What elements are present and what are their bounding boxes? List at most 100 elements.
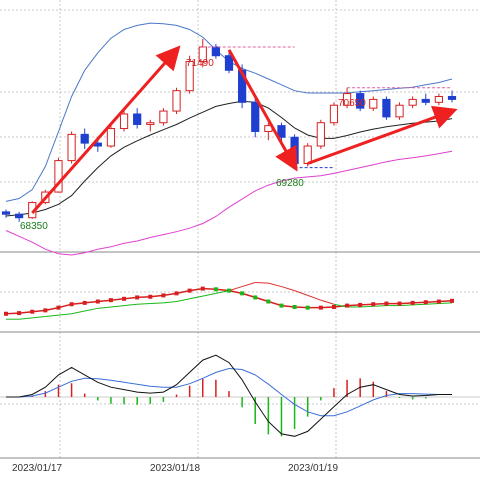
- candle-body: [356, 93, 365, 109]
- stop-line-segment: [425, 303, 439, 305]
- indicator-dot: [436, 299, 441, 304]
- candle-body: [159, 110, 168, 124]
- stop-line-segment: [202, 292, 216, 297]
- indicator-dot: [227, 288, 231, 293]
- stop-line-segment: [84, 307, 98, 312]
- candle-body: [303, 145, 312, 165]
- candle-body: [224, 55, 234, 71]
- stop-line-segment: [110, 305, 125, 308]
- candle-body: [133, 113, 142, 125]
- indicator-dot: [69, 302, 74, 307]
- annotation-labels: 71490 68350 69280 70650: [20, 58, 366, 232]
- stop-line-segment: [97, 306, 111, 309]
- candle-body: [382, 98, 391, 118]
- candle-body: [342, 93, 352, 106]
- indicator-dot: [345, 303, 350, 308]
- trend-arrow: [307, 105, 458, 165]
- dea-line: [6, 367, 452, 417]
- candle-body: [395, 104, 404, 118]
- candle-body: [185, 61, 194, 92]
- candle-body: [106, 128, 116, 147]
- stop-line-segment: [294, 290, 308, 296]
- price-panel: [1, 22, 457, 256]
- mid-band-line: [5, 100, 453, 217]
- candle-body: [15, 213, 24, 219]
- indicator-dot: [4, 311, 8, 316]
- candle-body: [251, 101, 260, 132]
- indicator-dot: [450, 298, 454, 303]
- candle-body: [421, 98, 430, 103]
- indicator-dot: [135, 295, 140, 300]
- candle-body: [329, 104, 339, 124]
- indicator-dot: [43, 308, 48, 313]
- indicator-dot: [331, 304, 336, 309]
- candle-body: [1, 211, 11, 215]
- indicator-dot: [371, 302, 376, 307]
- candle-body: [198, 46, 207, 63]
- indicator-dot: [17, 311, 22, 316]
- stop-line-segment: [281, 286, 295, 292]
- x-tick-label: 2023/01/18: [150, 463, 200, 474]
- indicator-dot: [358, 302, 363, 307]
- indicator-dot: [95, 299, 100, 304]
- dif-line: [6, 354, 452, 437]
- stop-line-segment: [19, 317, 33, 320]
- stop-line-segment: [412, 303, 426, 306]
- indicator-dot: [161, 293, 166, 298]
- candle-body: [67, 133, 76, 162]
- indicator-dot: [108, 298, 113, 303]
- candle-body: [146, 122, 155, 125]
- indicator-dot: [318, 305, 323, 310]
- candle-body: [369, 98, 378, 109]
- indicator-dot: [213, 287, 218, 292]
- indicator-dot: [384, 301, 389, 306]
- candle-body: [447, 95, 457, 100]
- candle-body: [54, 160, 63, 193]
- indicator-dot: [56, 305, 61, 310]
- stop-line-segment: [137, 303, 151, 305]
- indicator-dot: [148, 294, 153, 299]
- grid-lines: [0, 0, 480, 459]
- stop-line-segment: [32, 315, 46, 319]
- trend-arrow: [31, 45, 181, 215]
- stop-line-segment: [228, 286, 243, 292]
- x-tick-label: 2023/01/19: [288, 463, 338, 474]
- lower-band-line: [5, 150, 453, 256]
- indicator-panel: [4, 281, 454, 320]
- stop-line-segment: [268, 282, 282, 288]
- stop-line-segment: [255, 281, 269, 284]
- indicator-dot: [279, 303, 284, 308]
- x-axis: 2023/01/17 2023/01/18 2023/01/19: [12, 463, 338, 474]
- label-69280: 69280: [276, 178, 304, 189]
- stop-line-segment: [438, 302, 453, 305]
- trend-arrow: [227, 49, 298, 172]
- macd-panel: [0, 354, 480, 437]
- label-71490: 71490: [186, 58, 214, 69]
- stop-line-segment: [241, 282, 256, 288]
- candle-body: [316, 122, 325, 147]
- trend-arrows: [31, 45, 458, 215]
- stop-line-segment: [163, 301, 177, 304]
- stop-line-segment: [307, 294, 321, 301]
- stop-line-segment: [176, 298, 190, 303]
- indicator-dot: [200, 286, 205, 291]
- stop-line-segment: [333, 303, 348, 308]
- candle-body: [172, 90, 181, 112]
- stop-line-segment: [215, 290, 230, 294]
- stop-line-segment: [58, 313, 72, 316]
- indicator-dot: [30, 309, 35, 314]
- stop-line-segment: [45, 314, 59, 317]
- indicator-dot: [122, 296, 127, 301]
- candle-body: [434, 95, 443, 103]
- stop-line-segment: [150, 302, 164, 305]
- stop-line-segment: [71, 310, 85, 315]
- indicator-dot: [423, 300, 428, 305]
- indicator-dot: [305, 305, 310, 310]
- indicator-dot: [292, 304, 297, 309]
- candle-body: [277, 125, 286, 138]
- label-70650: 70650: [338, 98, 366, 109]
- stop-line-segment: [320, 299, 335, 305]
- indicator-dot: [174, 291, 179, 296]
- stop-line-segment: [189, 295, 203, 300]
